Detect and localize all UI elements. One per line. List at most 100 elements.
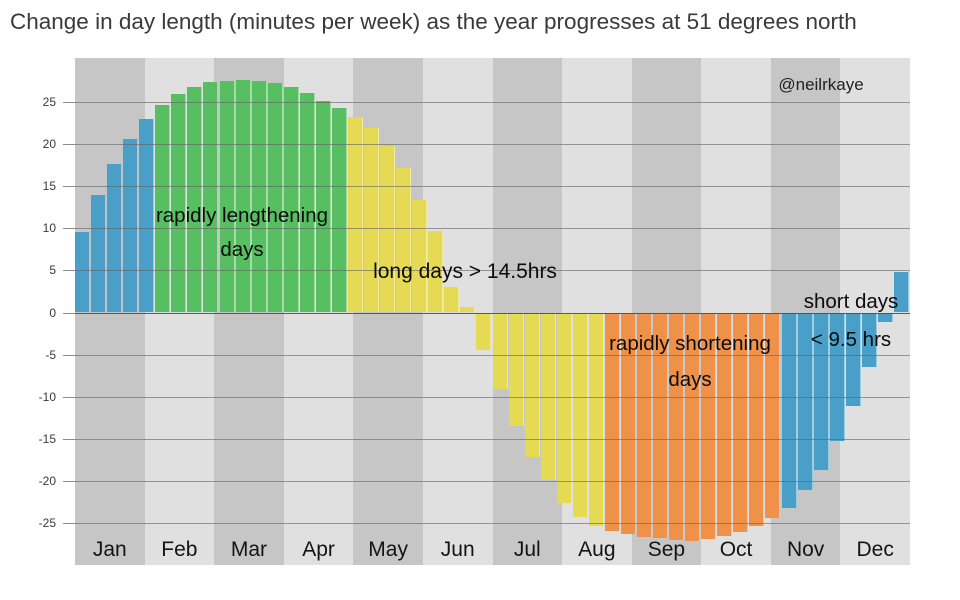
bar-week-48 [829,312,845,442]
gridline-0 [75,312,910,315]
bar-week-16 [315,100,331,313]
annotation-short-days-line: short days [803,290,899,313]
annotation-short-days-line: < 9.5 hrs [810,328,892,351]
month-label-feb: Feb [161,538,198,561]
ytick-label--20: -20 [38,474,56,489]
bar-week-28 [508,312,524,427]
gridline-20 [75,143,910,145]
bar-week-49 [845,312,861,407]
month-label-jun: Jun [440,538,475,561]
month-label-dec: Dec [856,538,894,561]
bar-week-38 [669,312,685,541]
ytick-mark--5 [63,354,75,356]
month-label-apr: Apr [302,538,335,561]
ytick-label-15: 15 [42,179,56,194]
annotation-rapidly-shortening-line: rapidly shortening [609,332,771,355]
ytick-mark-25 [63,101,75,103]
bar-week-51 [877,312,893,322]
annotation-rapidly-shortening: rapidly shortening days [609,326,771,398]
chart-title: Change in day length (minutes per week) … [10,9,857,34]
ytick-mark--20 [63,481,75,483]
bar-week-5 [139,119,155,313]
month-label-aug: Aug [578,538,616,561]
ytick-mark-20 [63,143,75,145]
ytick-label-0: 0 [49,305,56,320]
plot-area: Jan Feb Mar Apr May Jun Jul Aug Sep Oct Nov Dec [75,58,911,565]
ytick-mark-15 [63,186,75,188]
ytick-label-5: 5 [49,263,56,278]
bar-week-36 [637,312,653,537]
ytick-mark-0 [63,312,75,314]
month-label-oct: Oct [719,538,753,561]
bar-week-12 [251,80,267,313]
bar-week-17 [331,107,347,313]
bar-week-14 [283,86,299,313]
bar-week-42 [733,312,749,532]
bar-week-32 [572,312,588,517]
gridline-15 [75,186,910,188]
bar-week-31 [556,312,572,504]
bar-week-10 [219,80,235,313]
ytick-mark--10 [63,396,75,398]
month-label-nov: Nov [786,538,825,561]
bar-week-40 [701,312,717,540]
ytick-mark-5 [63,270,75,272]
gridline--15 [75,438,910,440]
gridline--25 [75,523,910,525]
annotation-rapidly-lengthening-line: rapidly lengthening [155,204,329,227]
bar-week-11 [235,79,251,313]
bar-week-24 [444,287,460,313]
annotation-rapidly-lengthening: rapidly lengthening days [156,199,328,267]
bar-week-3 [107,164,123,313]
ytick-label--25: -25 [38,516,56,531]
ytick-label--10: -10 [38,389,56,404]
bar-week-39 [685,312,701,541]
bar-week-29 [524,312,540,457]
bar-week-1 [75,232,90,313]
bar-week-50 [861,312,877,368]
annotation-rapidly-shortening-line: days [668,368,712,391]
bar-week-19 [364,127,380,313]
gridline-5 [75,270,910,272]
bar-week-7 [171,94,187,313]
annotation-long-days: long days > 14.5hrs [373,260,557,284]
month-label-mar: Mar [230,538,268,561]
bar-week-47 [813,312,829,471]
ytick-mark--25 [63,523,75,525]
ytick-label-10: 10 [42,221,56,236]
ytick-mark--15 [63,438,75,440]
bar-week-26 [476,312,492,351]
ytick-label--5: -5 [45,347,56,362]
attribution-handle: @neilrkaye [778,75,864,94]
bar-week-44 [765,312,781,519]
gridline--5 [75,354,910,356]
gridline--20 [75,481,910,483]
bar-week-33 [588,312,604,526]
bar-week-23 [428,230,444,313]
bar-week-13 [267,83,283,313]
bar-week-46 [797,312,813,491]
bar-week-15 [299,93,315,313]
gridline-10 [75,228,910,230]
ytick-label--15: -15 [38,431,56,446]
ytick-mark-10 [63,228,75,230]
bar-week-25 [460,307,476,313]
month-label-jul: Jul [513,538,541,561]
bar-week-9 [203,82,219,313]
gridline--10 [75,396,910,398]
bar-week-35 [620,312,636,535]
bar-week-41 [717,312,733,536]
bar-week-34 [604,312,620,531]
gridline-25 [75,101,910,103]
bar-week-30 [540,312,556,481]
ytick-label-20: 20 [42,136,56,151]
bar-week-21 [396,168,412,313]
bar-week-4 [123,138,139,313]
month-band-jul [492,58,563,565]
month-label-sep: Sep [647,538,686,561]
bar-week-8 [187,87,203,313]
bar-week-43 [749,312,765,526]
bar-week-45 [781,312,797,509]
month-label-may: May [368,538,408,561]
